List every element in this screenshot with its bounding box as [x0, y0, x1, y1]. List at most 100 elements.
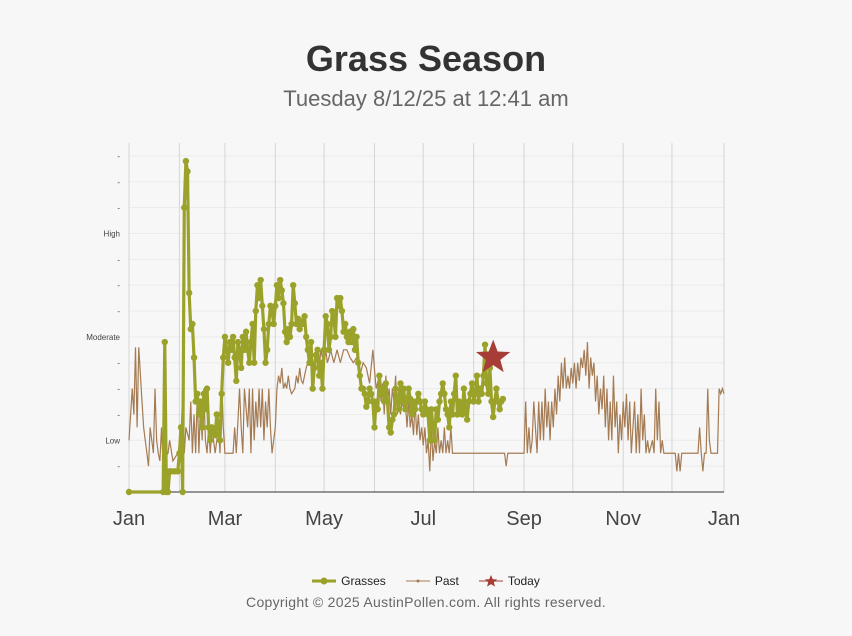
grasses-point [483, 380, 490, 387]
grasses-point [278, 287, 286, 294]
grasses-point [195, 411, 203, 418]
grasses-point [441, 390, 448, 397]
grasses-line-icon [312, 577, 337, 585]
grasses-point [304, 346, 312, 354]
grasses-point [301, 313, 308, 320]
grasses-point [224, 359, 232, 366]
grasses-point [244, 346, 251, 354]
grasses-point [200, 390, 207, 397]
grasses-point [444, 411, 451, 418]
grasses-point [265, 320, 273, 328]
grasses-point [356, 372, 364, 379]
grasses-point [293, 320, 300, 328]
y-tick-label: - [117, 178, 120, 187]
grasses-point [384, 398, 391, 405]
grasses-point [424, 411, 432, 418]
grasses-point [255, 294, 263, 302]
grasses-point [223, 346, 230, 354]
legend-item-today[interactable]: Today [478, 574, 540, 588]
grasses-point [312, 351, 320, 359]
grasses-point [309, 385, 316, 392]
grasses-point [275, 294, 282, 302]
grasses-point [220, 354, 227, 361]
grasses-point [455, 398, 463, 405]
grasses-point [316, 372, 323, 379]
grasses-point [233, 377, 240, 385]
grasses-point [405, 385, 412, 392]
grasses-point [161, 338, 168, 346]
grasses-point [330, 313, 338, 320]
grasses-point [447, 398, 455, 405]
grasses-point [260, 325, 268, 333]
grasses-point [392, 385, 399, 392]
grasses-point [436, 398, 443, 405]
grasses-point [267, 302, 274, 310]
grasses-point [307, 338, 315, 346]
grasses-point [194, 390, 201, 397]
legend: Grasses Past Today [0, 574, 852, 588]
copyright: Copyright © 2025 AustinPollen.com. All r… [246, 594, 606, 610]
grasses-point [480, 372, 487, 379]
grasses-point [306, 359, 313, 366]
grasses-point [452, 372, 459, 379]
grasses-point [397, 380, 404, 387]
grasses-point [342, 320, 349, 328]
grasses-point [283, 338, 290, 346]
grasses-point [449, 411, 456, 418]
grasses-point [332, 333, 339, 341]
grasses-point [246, 359, 253, 366]
legend-item-grasses[interactable]: Grasses [312, 574, 386, 588]
grasses-point [374, 406, 381, 413]
chart-subtitle: Tuesday 8/12/25 at 12:41 am [283, 86, 569, 111]
star-icon [478, 575, 503, 587]
grasses-point [343, 333, 351, 341]
grasses-point [340, 328, 347, 335]
grasses-point [250, 359, 258, 366]
grasses-point [382, 380, 390, 387]
grasses-point [262, 359, 269, 366]
y-tick-label: - [117, 385, 120, 394]
grasses-point [257, 276, 264, 284]
grasses-point [408, 411, 416, 418]
grasses-point [372, 398, 380, 405]
grasses-point [420, 411, 427, 418]
grasses-point [198, 424, 206, 431]
grasses-point [270, 320, 277, 328]
grasses-point [395, 406, 403, 413]
y-tick-label: Low [105, 436, 120, 445]
grasses-point [286, 333, 294, 341]
grasses-point [472, 390, 479, 397]
grasses-point [221, 333, 229, 341]
grasses-point [355, 359, 362, 366]
grasses-point [394, 398, 401, 405]
grasses-point [371, 424, 378, 431]
legend-item-past[interactable]: Past [405, 574, 459, 588]
x-tick-label: Sep [506, 508, 542, 530]
grasses-point [473, 372, 481, 379]
grasses-point [249, 320, 256, 328]
grasses-point [433, 406, 440, 413]
grasses-point [247, 338, 255, 346]
grasses-point [411, 406, 419, 413]
grasses-point [192, 398, 199, 405]
grasses-point [291, 300, 299, 307]
grasses-point [359, 385, 367, 392]
grasses-point [418, 406, 425, 413]
y-tick-label: - [117, 307, 120, 316]
y-axis-labels: - Low - - - Moderate - - - High - - - [86, 152, 120, 471]
grasses-point [216, 437, 224, 444]
grasses-point [311, 364, 318, 372]
grasses-point [177, 424, 185, 431]
grasses-point [208, 424, 216, 431]
grasses-point [254, 281, 261, 289]
y-tick-label: - [117, 204, 120, 213]
legend-label-today: Today [507, 574, 540, 588]
grasses-point [390, 411, 398, 418]
x-tick-label: Jan [113, 508, 145, 530]
grasses-point [218, 390, 225, 397]
grasses-point [467, 390, 474, 397]
pollen-chart: - Low - - - Moderate - - - High - - - Jan Mar May Jul Se… [86, 143, 740, 530]
grasses-point [454, 411, 461, 418]
grasses-point [423, 406, 430, 413]
grasses-point [320, 346, 328, 354]
